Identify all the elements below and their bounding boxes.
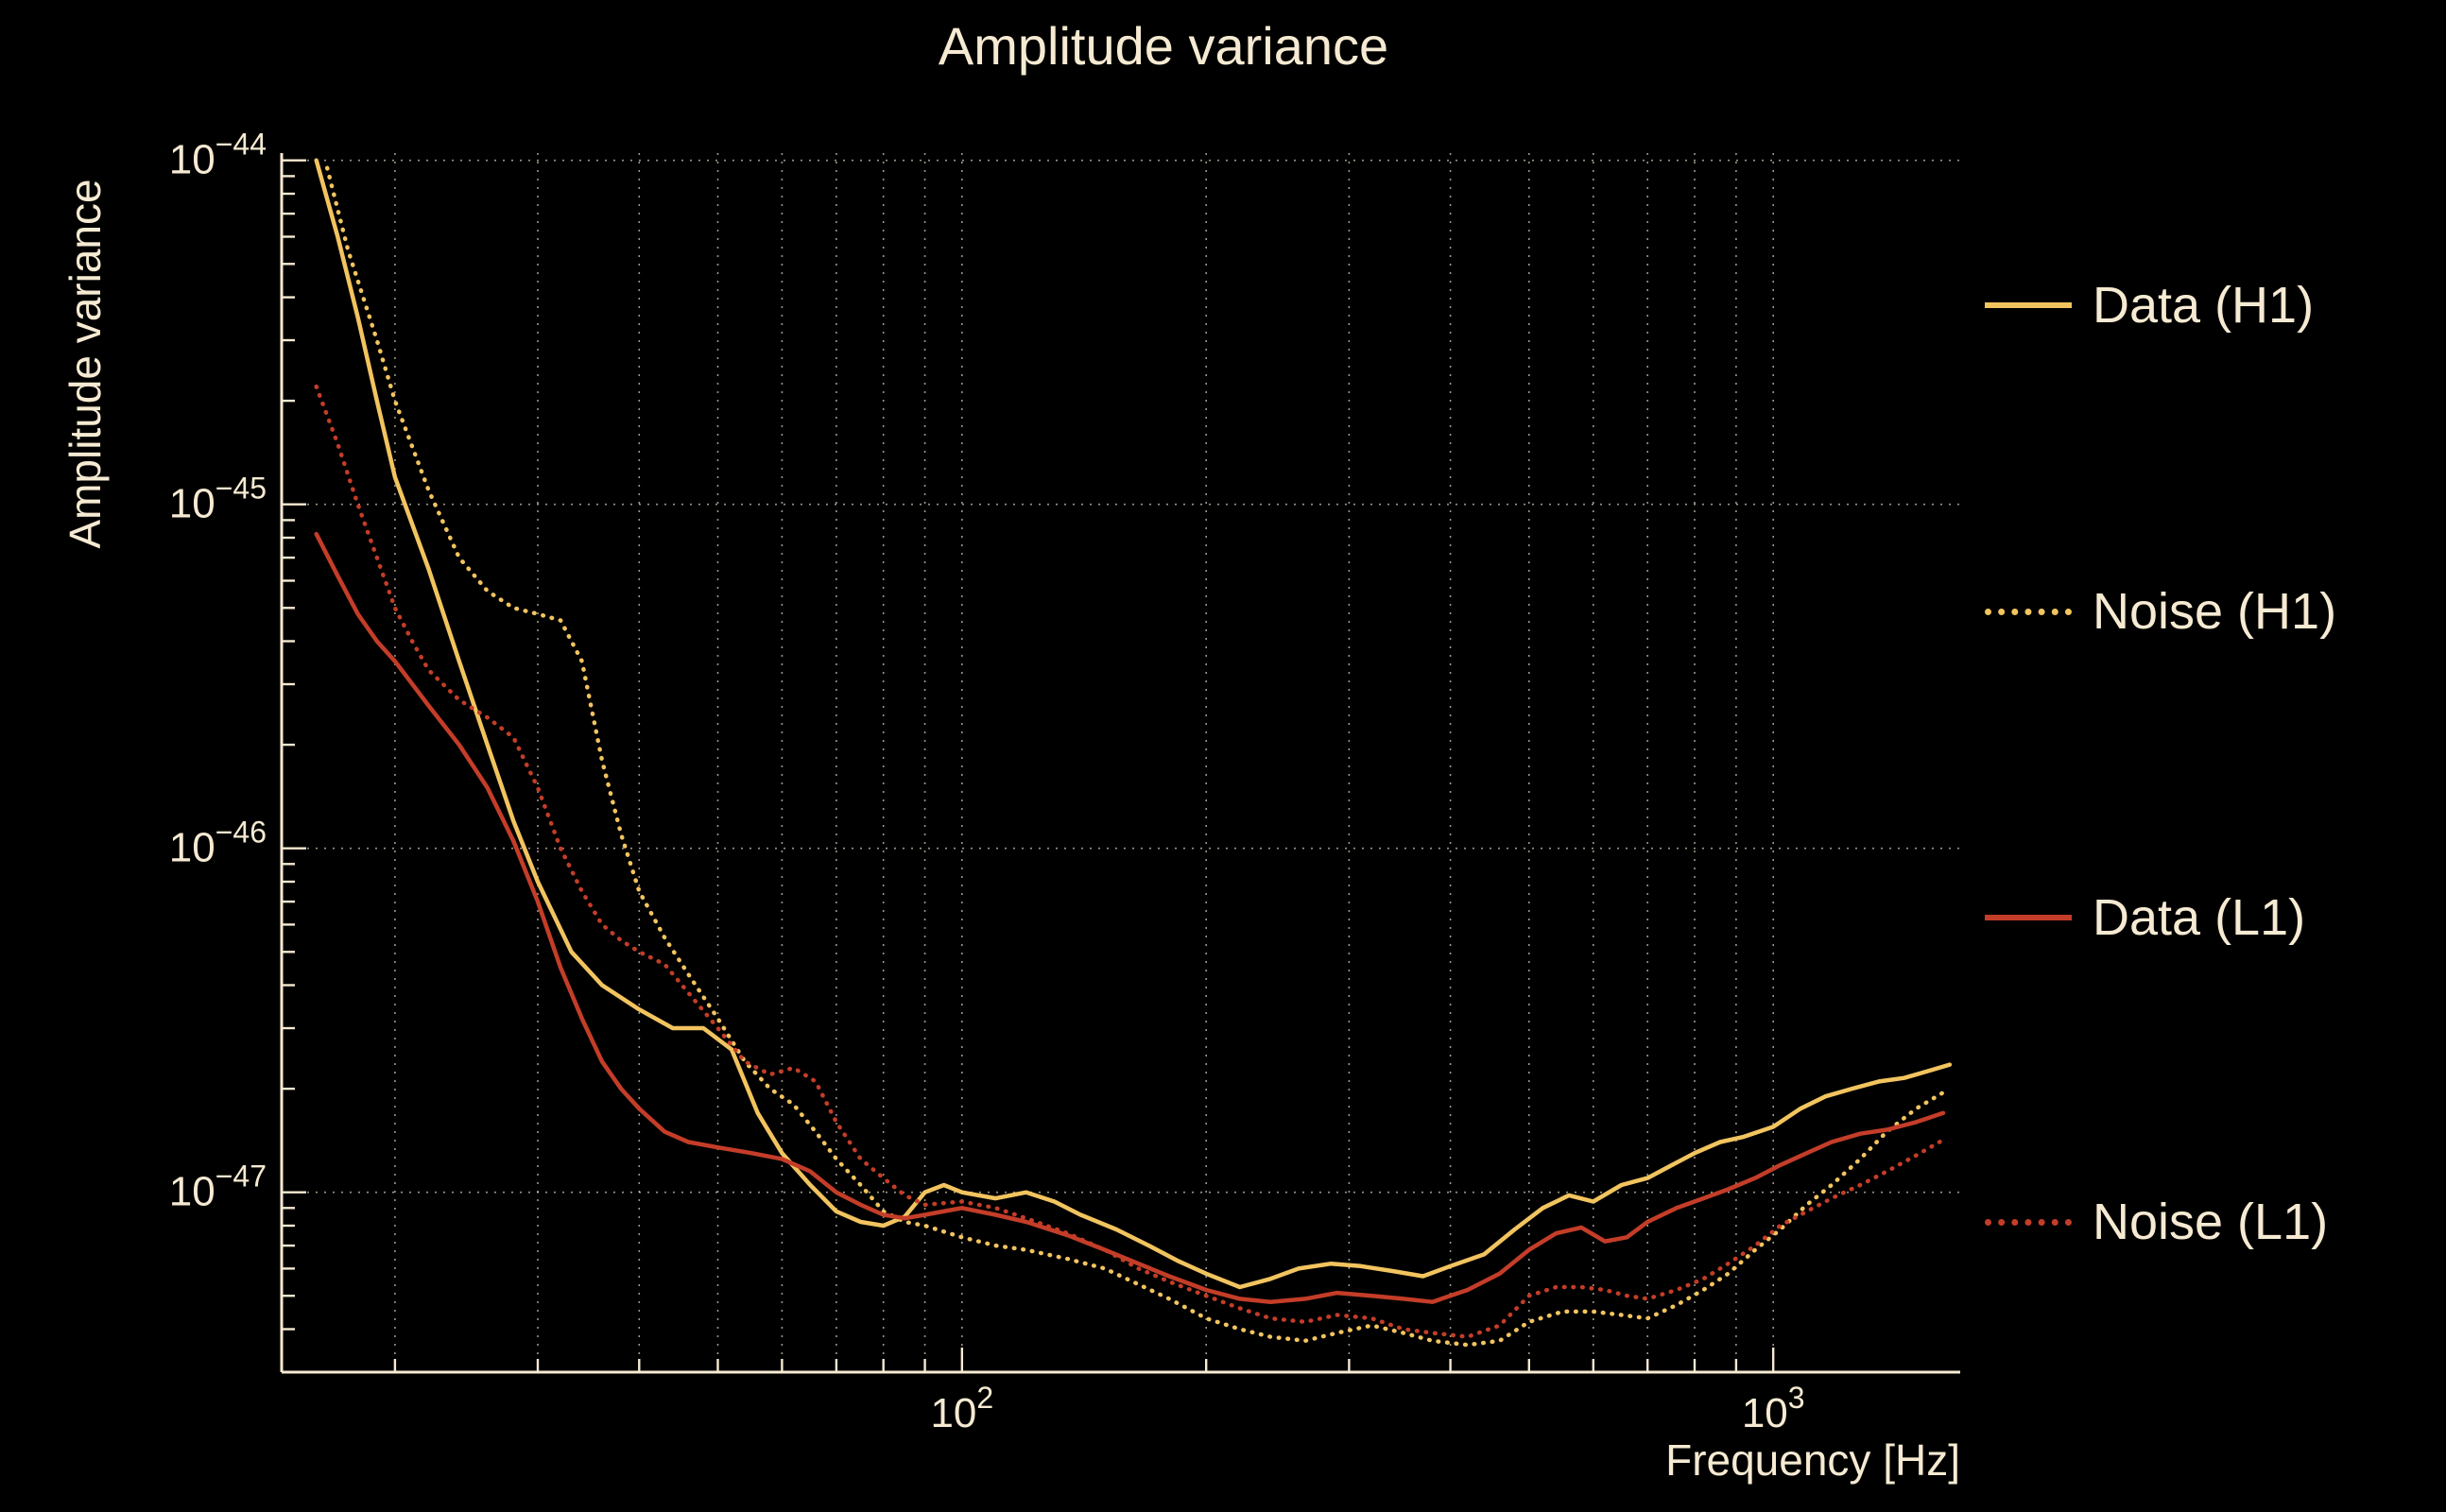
y-axis-title: Amplitude variance [60, 179, 110, 549]
x-tick-label: 103 [1742, 1381, 1805, 1436]
legend-line-sample [1985, 302, 2072, 308]
legend-label: Noise (H1) [2093, 583, 2337, 640]
series-line-3 [314, 384, 1946, 1339]
legend-line-sample [1985, 1218, 2072, 1226]
series-line-0 [314, 158, 1953, 1290]
legend-label: Noise (L1) [2093, 1194, 2329, 1250]
legend-item: Noise (L1) [1985, 1189, 2328, 1255]
legend-item: Noise (H1) [1985, 578, 2336, 644]
legend-item: Data (H1) [1985, 272, 2314, 338]
y-tick-label: 10−46 [169, 816, 267, 871]
legend-label: Data (H1) [2093, 277, 2315, 334]
legend-item: Data (L1) [1985, 885, 2305, 951]
series-line-1 [324, 165, 1946, 1348]
series-line-2 [314, 531, 1946, 1304]
y-tick-label: 10−44 [169, 128, 267, 183]
legend-line-sample [1985, 608, 2072, 615]
chart-title: Amplitude variance [938, 16, 1389, 76]
y-tick-label: 10−45 [169, 472, 267, 527]
x-tick-label: 102 [930, 1381, 993, 1436]
legend: Data (H1) Noise (H1) Data (L1) Noise (L1… [1985, 0, 2438, 1512]
x-axis-title: Frequency [Hz] [1665, 1435, 1960, 1485]
y-tick-label: 10−47 [169, 1160, 267, 1215]
legend-line-sample [1985, 915, 2072, 920]
legend-label: Data (L1) [2093, 889, 2306, 946]
